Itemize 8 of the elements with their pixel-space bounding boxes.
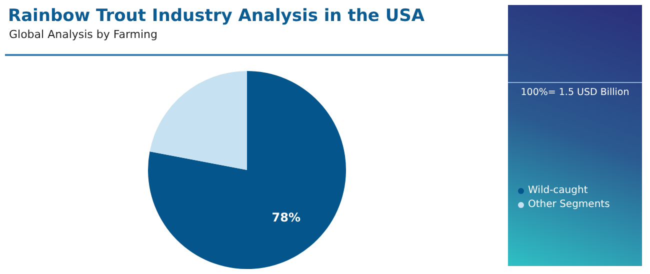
pie-slice (150, 71, 247, 170)
legend-label: Wild-caught (528, 185, 588, 196)
pie-slice (148, 71, 346, 269)
chart-title: Rainbow Trout Industry Analysis in the USA (8, 6, 425, 26)
data-label: 78% (272, 210, 300, 224)
chart-subtitle: Global Analysis by Farming (9, 28, 158, 41)
legend-label: Other Segments (528, 199, 610, 210)
text: 100%= 1.5 USD Billion (520, 87, 630, 98)
